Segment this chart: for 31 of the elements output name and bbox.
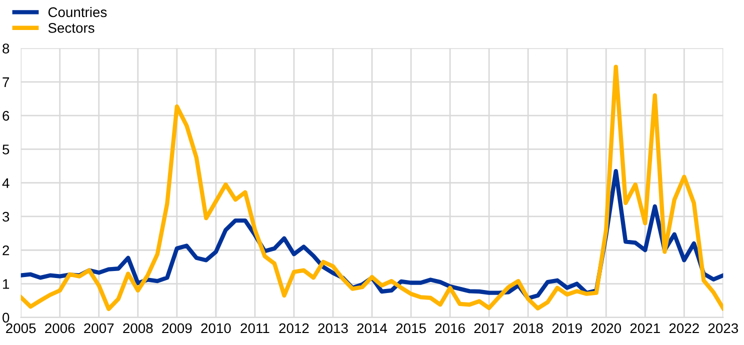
y-tick-label: 8 [2,44,10,54]
y-tick-label: 4 [2,178,10,188]
y-tick-label: 5 [2,144,10,154]
x-tick-label: 2007 [84,323,114,334]
x-tick-label: 2009 [162,323,192,334]
x-tick-label: 2011 [240,323,270,334]
y-tick-label: 0 [2,312,10,323]
x-tick-label: 2018 [513,323,543,334]
x-tick-label: 2019 [552,323,582,334]
legend-label: Sectors [48,23,94,33]
y-tick-label: 7 [2,77,10,87]
y-tick-label: 6 [2,110,10,121]
y-tick-label: 3 [2,212,10,222]
x-tick-label: 2021 [630,323,660,334]
legend-label: Countries [48,6,107,18]
x-tick-label: 2015 [396,323,426,334]
y-tick-label: 1 [3,279,10,289]
x-tick-label: 2022 [669,323,699,334]
x-tick-label: 2013 [318,323,348,334]
line-series [20,64,724,312]
x-tick-label: 2008 [123,323,153,334]
x-tick-label: 2016 [435,323,465,334]
y-tick-label: 2 [2,245,10,256]
x-tick-label: 2020 [591,323,622,334]
x-tick-label: 2012 [279,323,309,334]
x-tick-label: 2023 [708,323,738,334]
x-tick-label: 2017 [474,323,504,334]
x-tick-label: 2014 [357,323,388,334]
x-tick-label: 2005 [6,323,36,334]
x-tick-label: 2010 [201,323,231,334]
x-tick-label: 2006 [45,323,75,334]
